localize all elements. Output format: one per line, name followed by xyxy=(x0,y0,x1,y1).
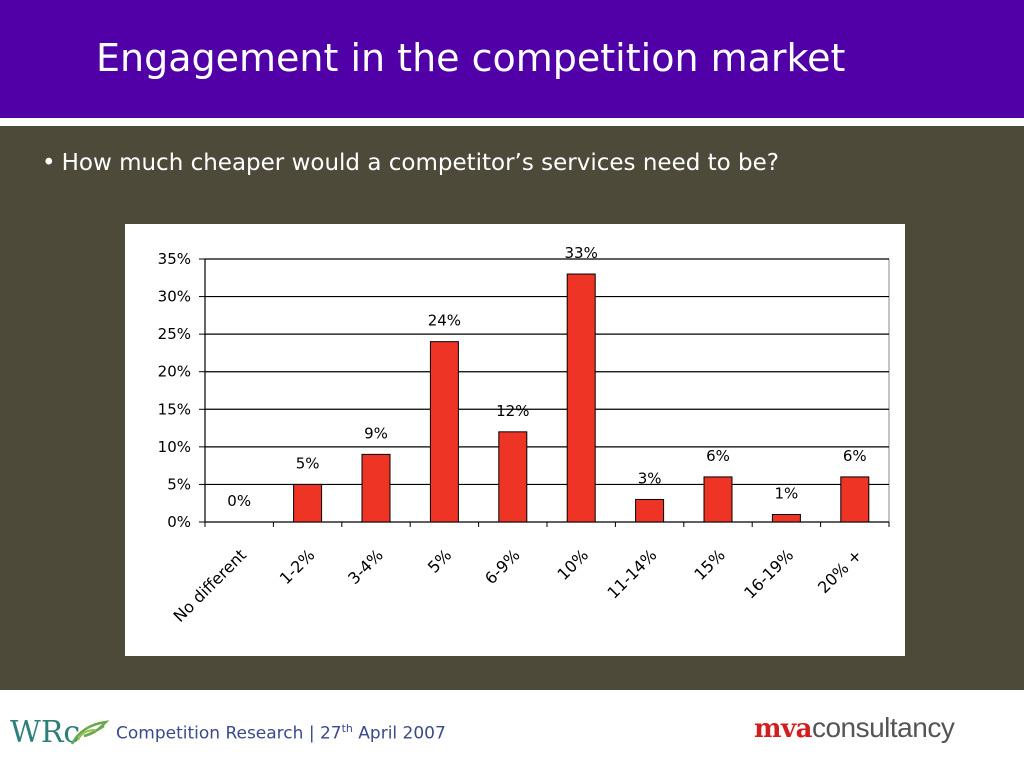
bar xyxy=(498,431,528,523)
y-tick-label: 20% xyxy=(158,363,191,381)
y-tick-label: 30% xyxy=(158,288,191,306)
x-tick-label: 3-4% xyxy=(344,545,387,588)
bar xyxy=(635,498,665,523)
x-tick-label: 15% xyxy=(690,545,729,584)
leaf-icon xyxy=(70,720,110,745)
y-tick-label: 5% xyxy=(167,475,191,493)
y-tick-label: 0% xyxy=(167,513,191,531)
data-label: 6% xyxy=(843,447,867,465)
bullet-point: • How much cheaper would a competitor’s s… xyxy=(42,150,779,176)
plot-area xyxy=(204,258,890,523)
x-tick-label: 5% xyxy=(424,545,455,576)
footer xyxy=(0,690,1024,768)
x-tick-label: No different xyxy=(170,545,250,625)
bullet-symbol: • xyxy=(42,150,56,176)
x-tick-label: 16-19% xyxy=(740,545,797,602)
y-tick-label: 35% xyxy=(158,250,191,268)
x-tick-label: 20% + xyxy=(814,545,866,597)
x-tick-label: 6-9% xyxy=(481,545,524,588)
bar xyxy=(566,273,596,523)
bars xyxy=(293,273,870,523)
mva-logo-brand: mva xyxy=(754,714,812,744)
data-label: 9% xyxy=(364,424,388,442)
title-bar xyxy=(0,0,1024,118)
leaf-sprig-icon xyxy=(77,729,97,741)
mva-logo: mvaconsultancy xyxy=(754,712,955,744)
bar xyxy=(293,483,323,523)
wrc-logo: WRc xyxy=(10,715,110,750)
bar xyxy=(361,453,391,523)
bar xyxy=(703,476,733,523)
footer-caption: Competition Research | 27th April 2007 xyxy=(116,722,446,744)
x-tick-label: 1-2% xyxy=(276,545,319,588)
bullet-text: How much cheaper would a competitor’s se… xyxy=(61,150,779,176)
data-label: 24% xyxy=(428,312,461,330)
y-tick-label: 15% xyxy=(158,400,191,418)
data-label: 1% xyxy=(775,484,799,502)
bar xyxy=(429,341,459,523)
wrc-logo-text: WRc xyxy=(10,715,80,750)
footer-text-sup: th xyxy=(341,722,353,735)
data-labels: 0% 5% 9% 24% 12% 33% 3% 6% 1% 6% xyxy=(227,244,866,510)
gridlines xyxy=(204,258,890,523)
bar xyxy=(771,513,801,523)
header-divider xyxy=(0,118,1024,126)
data-label: 5% xyxy=(296,454,320,472)
data-label: 0% xyxy=(227,492,251,510)
x-tick-label: 11-14% xyxy=(603,545,660,602)
data-label: 6% xyxy=(706,447,730,465)
data-label: 33% xyxy=(565,244,598,262)
footer-text-suffix: April 2007 xyxy=(352,723,446,744)
y-tick-label: 25% xyxy=(158,325,191,343)
data-label: 12% xyxy=(496,402,529,420)
data-label: 3% xyxy=(638,469,662,487)
bar xyxy=(840,476,870,523)
bar-chart: 0% 5% 10% 15% 20% 25% 30% 35% No different 1-2% 3-… xyxy=(158,244,890,626)
x-tick-label: 10% xyxy=(553,545,592,584)
footer-text-prefix: Competition Research | 27 xyxy=(116,723,342,744)
slide-title: Engagement in the competition market xyxy=(96,36,846,80)
mva-logo-word: consultancy xyxy=(811,712,955,743)
chart-panel: 0% 5% 10% 15% 20% 25% 30% 35% No different 1-2% 3-… xyxy=(125,224,905,656)
y-tick-label: 10% xyxy=(158,438,191,456)
